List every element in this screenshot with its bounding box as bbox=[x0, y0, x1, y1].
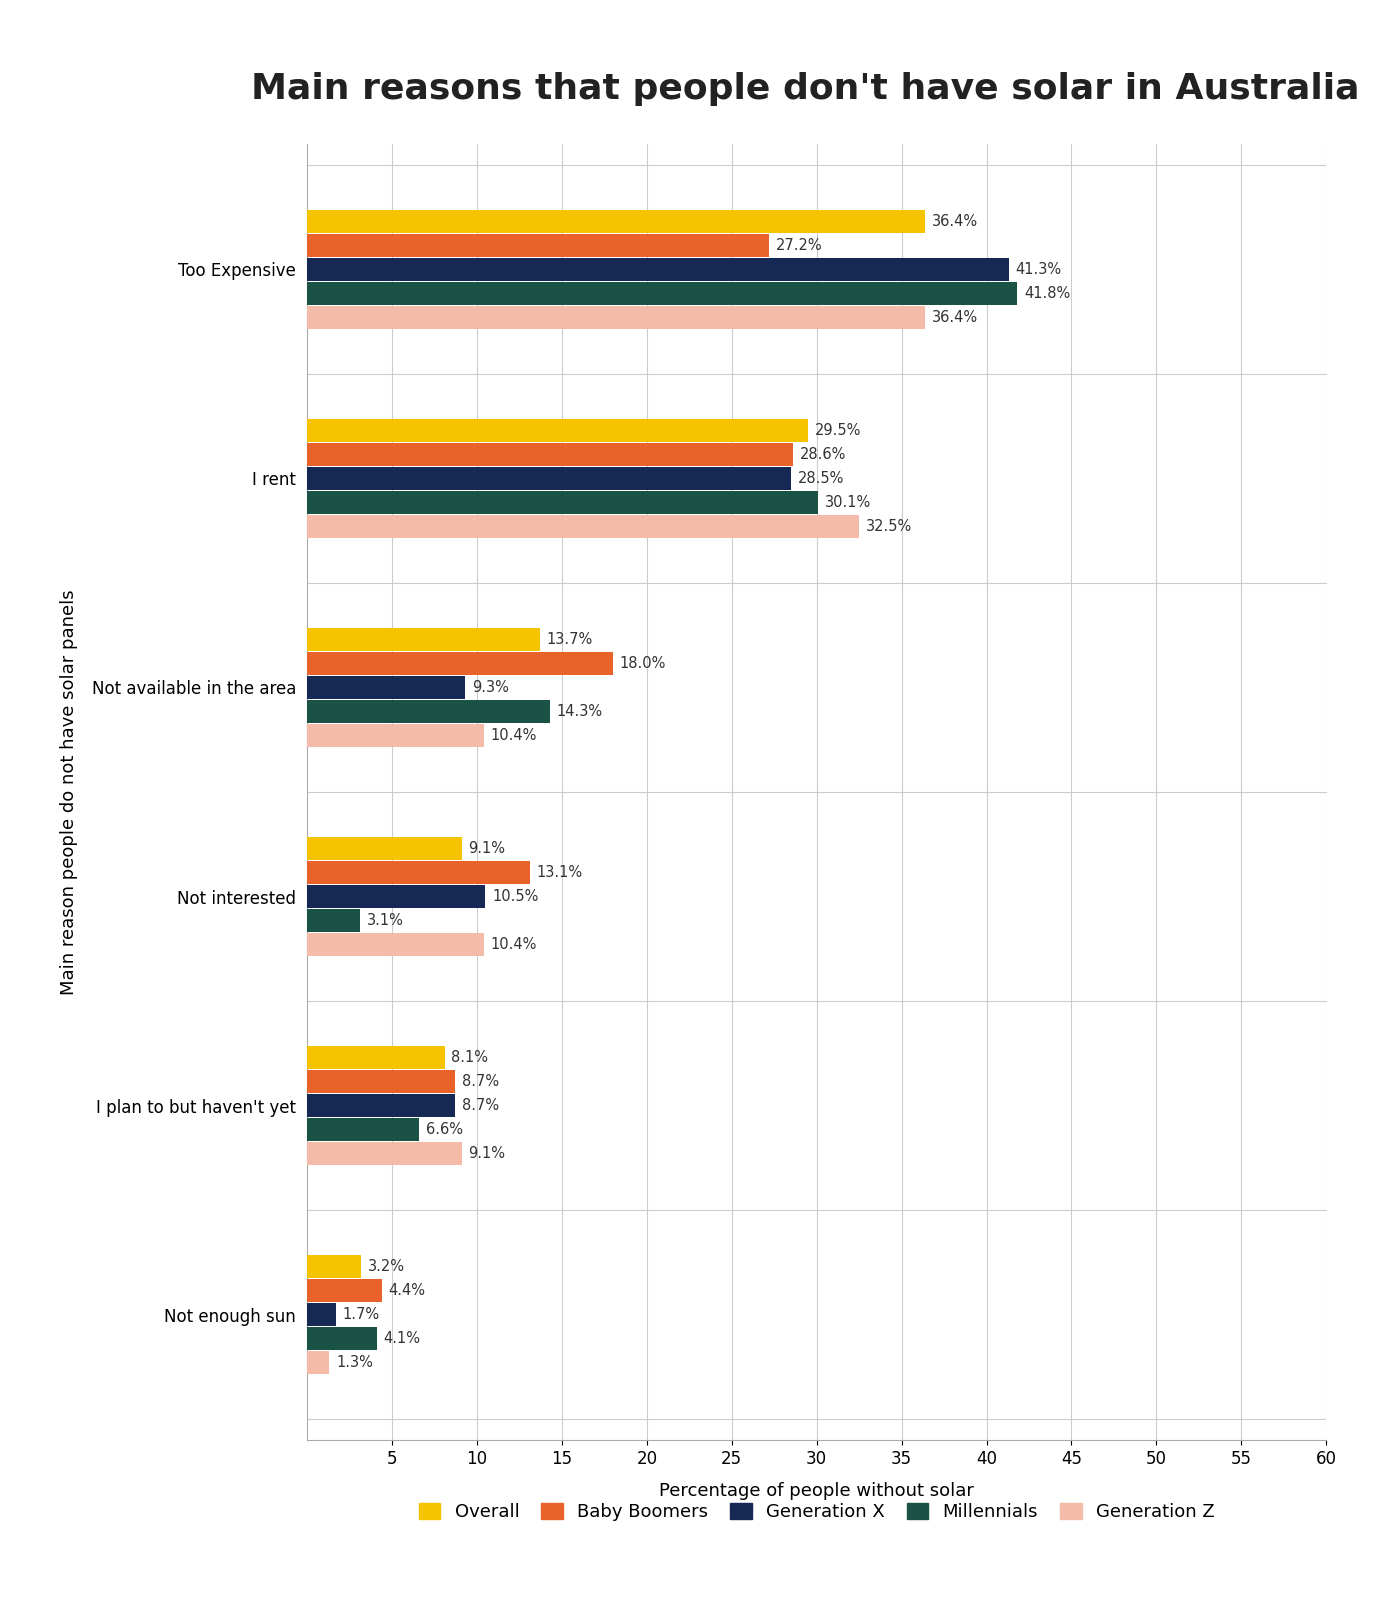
Bar bbox=[307, 885, 486, 909]
Text: 10.5%: 10.5% bbox=[493, 890, 539, 904]
Bar bbox=[307, 1326, 377, 1350]
Bar bbox=[307, 491, 818, 514]
Bar bbox=[307, 282, 1018, 306]
Bar bbox=[307, 675, 465, 699]
Bar bbox=[307, 861, 529, 883]
Text: 28.5%: 28.5% bbox=[799, 470, 845, 486]
Text: 6.6%: 6.6% bbox=[426, 1122, 463, 1138]
Text: 3.1%: 3.1% bbox=[367, 914, 403, 928]
Bar bbox=[307, 1142, 462, 1165]
Bar bbox=[307, 909, 360, 933]
Bar bbox=[307, 419, 808, 442]
Text: 1.7%: 1.7% bbox=[343, 1307, 380, 1322]
Bar bbox=[307, 1350, 329, 1374]
Bar bbox=[307, 1046, 445, 1069]
Text: 14.3%: 14.3% bbox=[557, 704, 603, 718]
Bar bbox=[307, 515, 859, 538]
Text: 9.1%: 9.1% bbox=[469, 1146, 505, 1162]
Text: 1.3%: 1.3% bbox=[336, 1355, 373, 1370]
Bar bbox=[307, 1070, 455, 1093]
Bar bbox=[307, 837, 462, 859]
Y-axis label: Main reason people do not have solar panels: Main reason people do not have solar pan… bbox=[60, 589, 78, 995]
Text: 8.1%: 8.1% bbox=[451, 1050, 489, 1066]
Text: 13.1%: 13.1% bbox=[536, 866, 582, 880]
Text: 41.3%: 41.3% bbox=[1015, 262, 1061, 277]
Bar bbox=[307, 234, 769, 258]
Text: 9.3%: 9.3% bbox=[472, 680, 508, 694]
Text: 4.4%: 4.4% bbox=[388, 1283, 426, 1298]
Bar bbox=[307, 210, 926, 234]
X-axis label: Percentage of people without solar: Percentage of people without solar bbox=[659, 1482, 974, 1499]
Bar bbox=[307, 306, 926, 330]
Text: 13.7%: 13.7% bbox=[547, 632, 593, 646]
Text: 8.7%: 8.7% bbox=[462, 1074, 498, 1090]
Bar bbox=[307, 701, 550, 723]
Bar bbox=[307, 1254, 362, 1278]
Text: Main reasons that people don't have solar in Australia: Main reasons that people don't have sola… bbox=[251, 72, 1360, 106]
Text: 29.5%: 29.5% bbox=[815, 422, 861, 438]
Text: 36.4%: 36.4% bbox=[933, 214, 979, 229]
Text: 32.5%: 32.5% bbox=[866, 518, 912, 534]
Text: 8.7%: 8.7% bbox=[462, 1098, 498, 1114]
Legend: Overall, Baby Boomers, Generation X, Millennials, Generation Z: Overall, Baby Boomers, Generation X, Mil… bbox=[412, 1496, 1222, 1528]
Bar bbox=[307, 1302, 336, 1326]
Text: 41.8%: 41.8% bbox=[1023, 286, 1071, 301]
Text: 9.1%: 9.1% bbox=[469, 842, 505, 856]
Text: 18.0%: 18.0% bbox=[620, 656, 666, 670]
Text: 27.2%: 27.2% bbox=[776, 238, 822, 253]
Text: 28.6%: 28.6% bbox=[800, 446, 846, 462]
Bar bbox=[307, 725, 484, 747]
Bar bbox=[307, 1278, 383, 1302]
Bar bbox=[307, 443, 793, 466]
Text: 3.2%: 3.2% bbox=[369, 1259, 405, 1274]
Text: 30.1%: 30.1% bbox=[825, 494, 871, 510]
Bar bbox=[307, 1118, 419, 1141]
Bar bbox=[307, 933, 484, 957]
Bar bbox=[307, 258, 1008, 282]
Bar bbox=[307, 1094, 455, 1117]
Bar bbox=[307, 627, 540, 651]
Bar bbox=[307, 467, 792, 490]
Text: 10.4%: 10.4% bbox=[490, 728, 537, 742]
Bar bbox=[307, 651, 613, 675]
Text: 10.4%: 10.4% bbox=[490, 938, 537, 952]
Text: 4.1%: 4.1% bbox=[384, 1331, 420, 1346]
Text: 36.4%: 36.4% bbox=[933, 310, 979, 325]
